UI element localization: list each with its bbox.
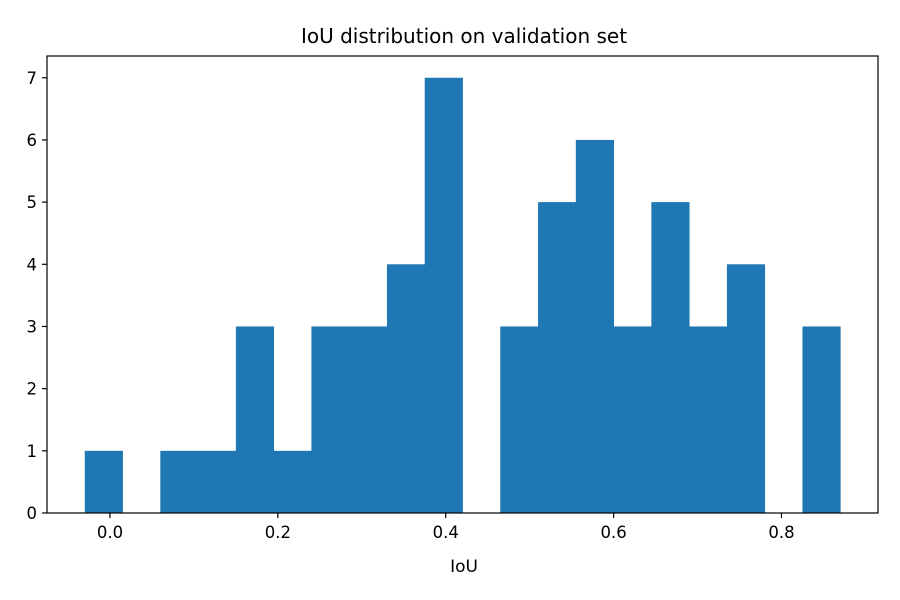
- histogram-bar-2: [160, 450, 199, 513]
- x-tick-label: 0.0: [97, 523, 123, 542]
- y-tick-label: 7: [27, 69, 38, 88]
- y-tick-label: 1: [27, 442, 38, 461]
- y-tick-label: 3: [27, 317, 38, 336]
- y-tick-label: 4: [27, 255, 38, 274]
- x-tick-label: 0.8: [768, 523, 794, 542]
- y-tick-label: 0: [27, 504, 38, 523]
- histogram-bar-8: [386, 264, 426, 513]
- histogram-bar-9: [424, 77, 463, 513]
- histogram-bar-15: [651, 202, 690, 513]
- histogram-bar-7: [349, 326, 388, 513]
- histogram-bar-19: [802, 326, 841, 513]
- histogram-bar-5: [273, 450, 312, 513]
- x-tick-label: 0.4: [433, 523, 459, 542]
- x-tick-label: 0.6: [600, 523, 626, 542]
- histogram-bar-13: [575, 139, 614, 513]
- y-tick-label: 5: [27, 193, 38, 212]
- histogram-bar-11: [500, 326, 539, 513]
- histogram-bar-12: [538, 202, 577, 513]
- histogram-bar-6: [311, 326, 350, 513]
- y-tick-label: 2: [27, 380, 38, 399]
- histogram-bar-16: [689, 326, 728, 513]
- histogram-bar-4: [235, 326, 275, 513]
- x-axis-label: IoU: [450, 557, 478, 577]
- bars-group: [84, 77, 841, 513]
- plot-frame: [46, 55, 879, 514]
- x-tick-label: 0.2: [265, 523, 291, 542]
- histogram-bar-0: [84, 450, 123, 513]
- y-tick-label: 6: [27, 131, 38, 150]
- ticks-group: 0.0 0.2 0.4 0.6 0.8 0 1 2 3 4 5 6 7: [27, 69, 795, 542]
- histogram-bar-3: [198, 450, 237, 513]
- chart-title: IoU distribution on validation set: [301, 24, 627, 48]
- histogram-bar-14: [613, 326, 652, 513]
- histogram-bar-17: [726, 264, 766, 513]
